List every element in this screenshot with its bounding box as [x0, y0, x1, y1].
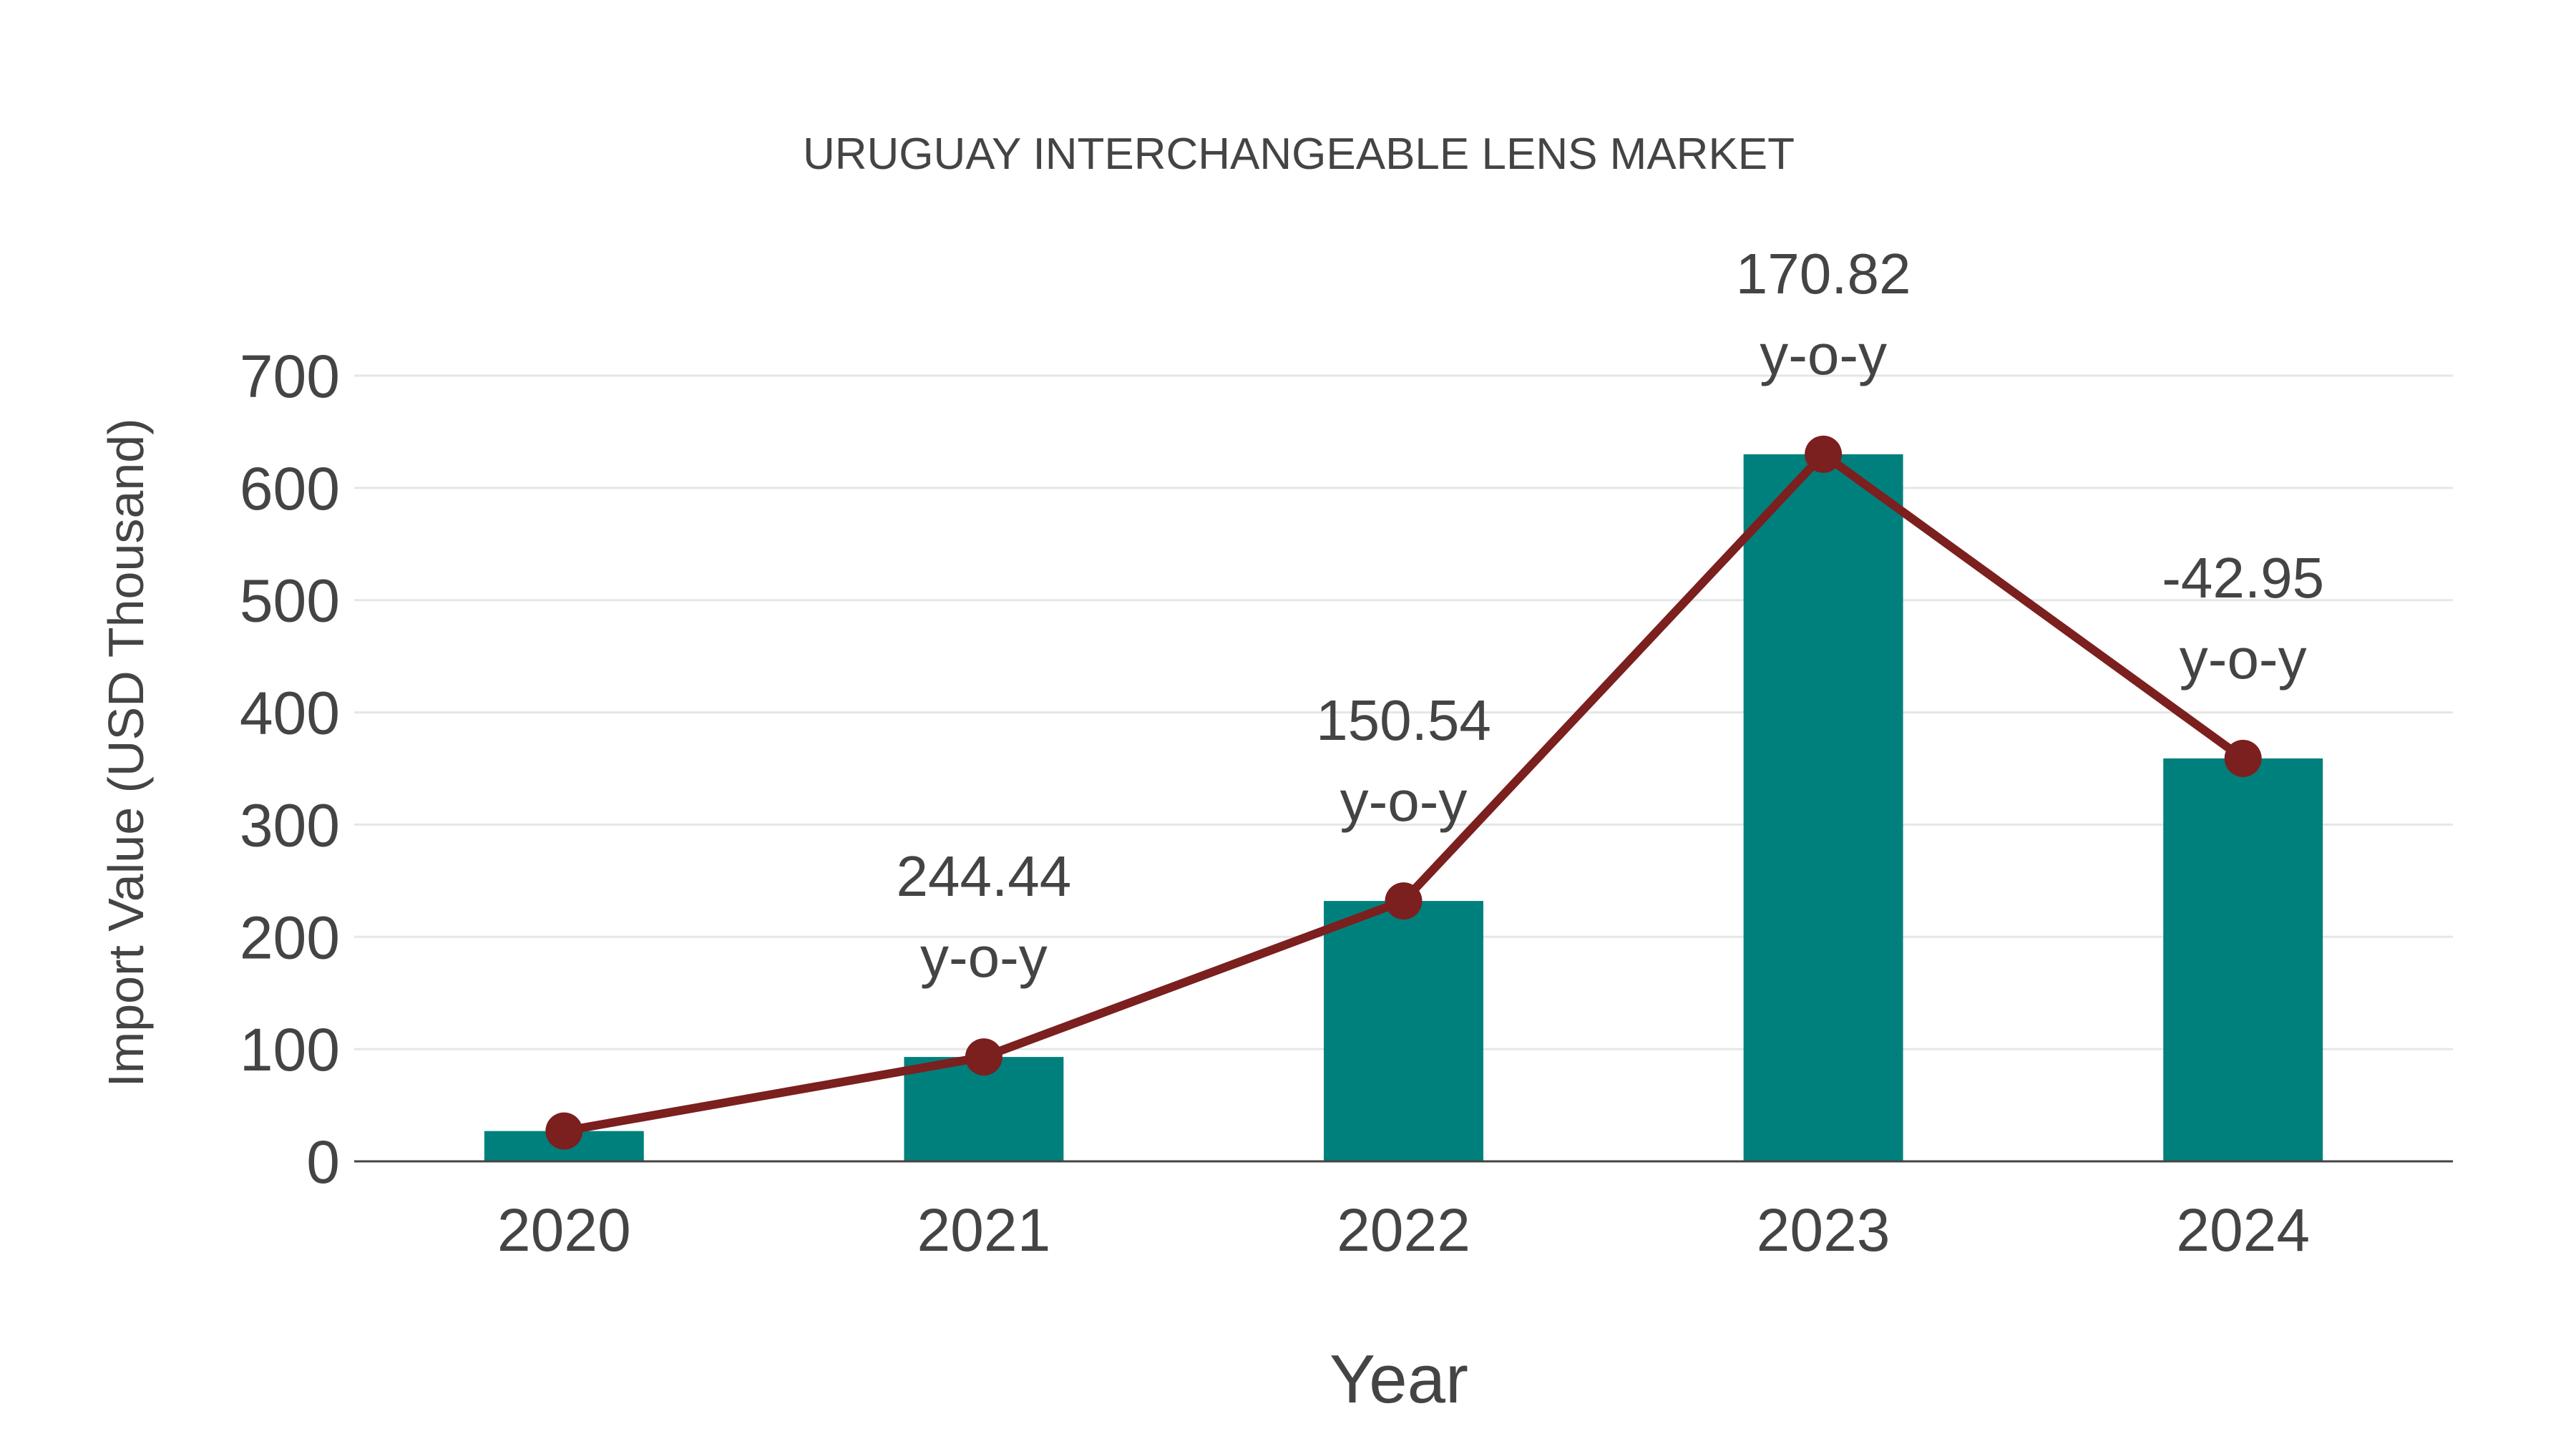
x-tick-label: 2023: [1757, 1196, 1890, 1264]
yoy-value: -42.95: [2162, 546, 2324, 610]
x-tick-label: 2020: [497, 1196, 631, 1264]
yoy-value: 244.44: [897, 844, 1072, 908]
y-tick-label: 400: [240, 680, 340, 747]
yoy-label: y-o-y: [2180, 627, 2307, 691]
bar: [1324, 901, 1483, 1161]
yoy-label: y-o-y: [1340, 769, 1468, 833]
y-tick-label: 600: [240, 455, 340, 522]
bar: [1743, 454, 1903, 1161]
yoy-label: y-o-y: [920, 925, 1048, 989]
x-tick-label: 2024: [2176, 1196, 2310, 1264]
x-axis-title: Year: [1330, 1341, 1468, 1418]
y-tick-label: 200: [240, 904, 340, 971]
chart-title: URUGUAY INTERCHANGEABLE LENS MARKET: [803, 130, 1795, 179]
trend-marker: [965, 1038, 1002, 1076]
yoy-value: 170.82: [1736, 242, 1911, 306]
trend-marker: [2224, 739, 2262, 777]
yoy-label: y-o-y: [1760, 323, 1887, 386]
gridlines: [354, 374, 2453, 1050]
y-tick-label: 0: [306, 1128, 340, 1196]
y-tick-label: 100: [240, 1016, 340, 1083]
trend-marker: [545, 1112, 583, 1150]
trend-line: [545, 435, 2262, 1150]
y-tick-label: 300: [240, 791, 340, 859]
x-tick-label: 2022: [1337, 1196, 1470, 1264]
y-tick-label: 500: [240, 567, 340, 635]
trend-marker: [1385, 882, 1423, 920]
y-tick-label: 700: [240, 343, 340, 410]
yoy-value: 150.54: [1316, 688, 1491, 752]
x-axis-ticks: 2020 2021 2022 2023 2024: [497, 1196, 2310, 1264]
y-axis-ticks: 0 100 200 300 400 500 600 700: [240, 343, 340, 1196]
yoy-annotations: 244.44 y-o-y 150.54 y-o-y 170.82 y-o-y -42.95 y…: [897, 242, 2325, 989]
x-tick-label: 2021: [917, 1196, 1050, 1264]
trend-marker: [1805, 435, 1843, 473]
y-axis-title: Import Value (USD Thousand): [98, 418, 154, 1087]
bar: [2163, 758, 2323, 1161]
